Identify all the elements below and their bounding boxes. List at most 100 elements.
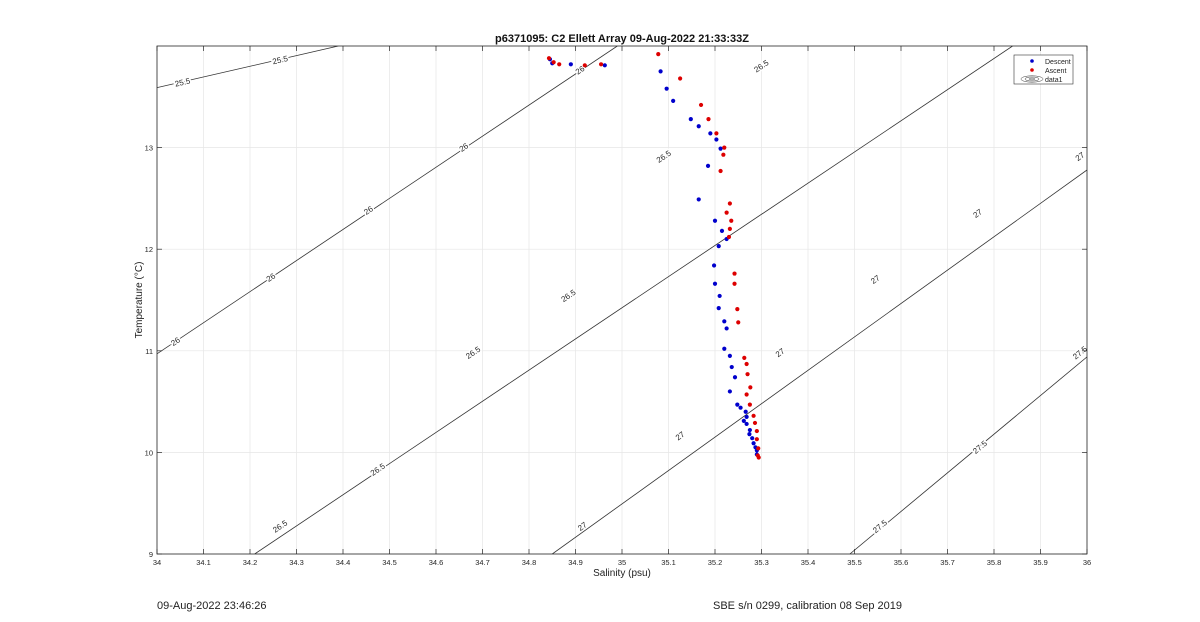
descent-point bbox=[747, 432, 752, 437]
descent-point bbox=[711, 263, 717, 268]
descent-point bbox=[708, 131, 713, 136]
isopycnal-label: 25.5 bbox=[272, 54, 290, 66]
ascent-point bbox=[744, 392, 749, 397]
isopycnal-contours bbox=[157, 46, 1087, 554]
descent-point bbox=[658, 69, 663, 74]
descent-point bbox=[727, 389, 732, 394]
x-tick-label: 35 bbox=[618, 558, 626, 567]
descent-point bbox=[712, 281, 718, 286]
legend: Descent Ascent data1 bbox=[1013, 54, 1074, 85]
ascent-point bbox=[732, 271, 737, 276]
x-axis-label: Salinity (psu) bbox=[593, 568, 651, 579]
descent-point bbox=[719, 228, 725, 234]
ascent-point bbox=[751, 413, 756, 418]
ascent-point bbox=[748, 385, 753, 390]
descent-point bbox=[735, 402, 740, 407]
x-tick-label: 34.2 bbox=[243, 558, 258, 567]
y-axis-label: Temperature (°C) bbox=[134, 262, 145, 339]
ascent-point bbox=[747, 402, 752, 407]
x-tick-label: 35.2 bbox=[708, 558, 723, 567]
ascent-point bbox=[551, 60, 556, 65]
ascent-point bbox=[727, 201, 732, 206]
ascent-point bbox=[726, 234, 732, 240]
footer-timestamp: 09-Aug-2022 23:46:26 bbox=[157, 600, 267, 612]
ascent-point bbox=[678, 76, 683, 81]
ascent-point bbox=[754, 437, 759, 442]
x-tick-label: 35.8 bbox=[987, 558, 1002, 567]
legend-box bbox=[1013, 54, 1074, 85]
x-tick-label: 35.3 bbox=[754, 558, 769, 567]
isopycnal-line bbox=[254, 46, 1013, 554]
x-tick-label: 35.1 bbox=[661, 558, 676, 567]
y-tick-label: 11 bbox=[145, 347, 153, 356]
ascent-point bbox=[724, 210, 729, 215]
ascent-point bbox=[745, 372, 750, 377]
grid-lines bbox=[156, 46, 1088, 555]
isopycnal-line bbox=[849, 356, 1087, 554]
y-tick-label: 13 bbox=[145, 144, 153, 153]
ascent-point bbox=[729, 218, 734, 223]
descent-point bbox=[744, 414, 749, 419]
descent-point bbox=[722, 346, 727, 351]
ascent-point bbox=[582, 63, 587, 68]
descent-point bbox=[696, 197, 701, 202]
descent-point bbox=[712, 218, 718, 223]
ascent-point bbox=[721, 152, 726, 157]
isopycnal-line bbox=[157, 46, 618, 355]
descent-point bbox=[705, 163, 711, 168]
ascent-point bbox=[744, 361, 749, 367]
descent-point bbox=[696, 124, 701, 129]
legend-ascent-marker bbox=[1030, 68, 1034, 72]
descent-point bbox=[732, 375, 738, 380]
descent-point bbox=[729, 364, 734, 370]
y-tick-label: 12 bbox=[145, 245, 153, 254]
ascent-point bbox=[727, 226, 732, 231]
isopycnal-line bbox=[157, 46, 339, 89]
x-tick-label: 35.9 bbox=[1033, 558, 1048, 567]
ascent-point bbox=[752, 420, 758, 426]
data-points bbox=[546, 52, 761, 460]
y-tick-label: 10 bbox=[145, 448, 153, 457]
legend-descent-label: Descent bbox=[1045, 59, 1071, 66]
descent-point bbox=[741, 418, 746, 424]
legend-descent-marker bbox=[1030, 59, 1034, 63]
descent-point bbox=[716, 306, 721, 311]
x-tick-label: 34.4 bbox=[336, 558, 351, 567]
ascent-point bbox=[598, 62, 604, 67]
descent-point bbox=[747, 427, 752, 433]
x-tick-label: 34.5 bbox=[382, 558, 397, 567]
descent-point bbox=[727, 353, 732, 358]
isopycnal-line bbox=[552, 169, 1087, 554]
ascent-point bbox=[722, 145, 727, 150]
descent-point bbox=[714, 137, 719, 142]
descent-point bbox=[716, 244, 721, 249]
ascent-point bbox=[714, 131, 719, 136]
y-tick-label: 9 bbox=[149, 550, 153, 559]
x-tick-label: 34.6 bbox=[429, 558, 444, 567]
descent-point bbox=[602, 63, 607, 68]
x-tick-label: 35.4 bbox=[801, 558, 816, 567]
descent-point bbox=[738, 405, 743, 410]
y-axis-ticks: 9 10 11 12 13 bbox=[145, 144, 1087, 559]
descent-point bbox=[688, 117, 693, 122]
ascent-point bbox=[756, 446, 761, 451]
descent-point bbox=[664, 86, 669, 91]
ascent-point bbox=[742, 355, 747, 361]
ascent-point bbox=[656, 52, 661, 57]
chart-title: p6371095: C2 Ellett Array 09-Aug-2022 21… bbox=[495, 33, 749, 45]
x-axis-ticks: 34 34.1 34.2 34.3 34.4 34.5 34.6 34.7 34.8 34.9 35… bbox=[153, 46, 1091, 567]
descent-point bbox=[744, 421, 749, 427]
x-tick-label: 34.9 bbox=[568, 558, 583, 567]
footer-calibration: SBE s/n 0299, calibration 08 Sep 2019 bbox=[713, 600, 902, 612]
ascent-point bbox=[557, 62, 562, 67]
descent-point bbox=[717, 293, 722, 299]
x-tick-label: 35.6 bbox=[894, 558, 909, 567]
x-tick-label: 34.8 bbox=[522, 558, 537, 567]
legend-data1-label: data1 bbox=[1045, 77, 1063, 84]
descent-point bbox=[718, 146, 723, 151]
descent-point bbox=[671, 98, 676, 103]
legend-data1-contour-icon bbox=[1020, 75, 1044, 83]
ascent-point bbox=[706, 117, 711, 122]
descent-point bbox=[724, 326, 729, 331]
